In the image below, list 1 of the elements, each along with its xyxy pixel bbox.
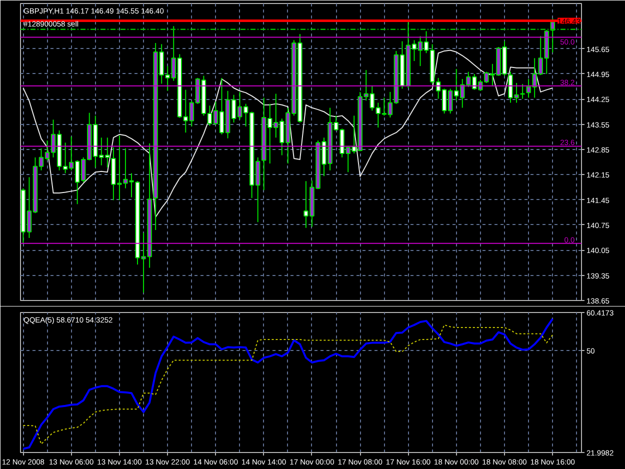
line-series xyxy=(22,50,554,218)
